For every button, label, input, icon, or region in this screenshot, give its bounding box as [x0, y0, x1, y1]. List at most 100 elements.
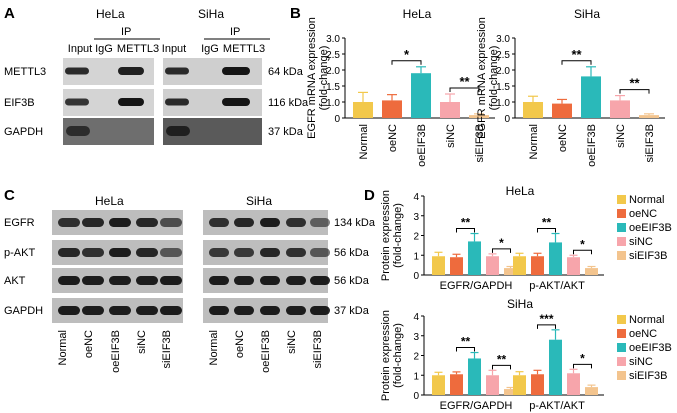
panel-d-bar [468, 241, 481, 275]
blot-band [82, 218, 104, 227]
panel-d-sig-bracket [456, 347, 475, 352]
panel-c-siha-lane-label: oeNC [234, 330, 246, 358]
panel-c-row-label: GAPDH [4, 305, 43, 317]
panel-d-y-tick-label: 0 [413, 391, 419, 402]
panel-a-siha-lane-label: IgG [201, 43, 219, 55]
panel-d-legend-swatch [617, 371, 626, 380]
blot-band [209, 276, 229, 285]
panel-b-x-tick-label: siNC [615, 124, 627, 148]
panel-d-bar [432, 375, 445, 395]
blot-band [58, 248, 80, 257]
panel-d-sig-bracket [537, 228, 556, 233]
panel-d-legend-label: siNC [629, 236, 653, 248]
blot-band [260, 248, 280, 257]
panel-b-y-tick-label: 2.5 [496, 50, 510, 61]
panel-d-bar [504, 389, 517, 395]
panel-c-hela-lane-label: siEIF3B [161, 330, 173, 369]
blot-band [58, 276, 80, 285]
panel-d-y-tick-label: 2 [413, 352, 419, 363]
panel-d-legend-label: siEIF3B [629, 250, 668, 262]
panel-b-sig-mark: * [404, 47, 410, 62]
blot-band [260, 276, 280, 285]
panel-c-hela-lane-label: oeEIF3B [110, 330, 122, 373]
panel-d-y-tick-label: 3 [413, 212, 419, 223]
panel-b-sig-bracket [391, 60, 422, 65]
panel-d-sig-mark: * [580, 237, 585, 251]
panel-c-hela-lane-label: Normal [57, 330, 69, 365]
panel-d-sig-bracket [456, 228, 475, 233]
panel-c-siha-lane-label: oeEIF3B [260, 330, 272, 373]
panel-d-y-tick-label: 4 [413, 312, 419, 323]
blot-band [286, 218, 306, 227]
panel-d-legend-label: Normal [629, 194, 664, 206]
panel-d-bar [549, 242, 562, 275]
blot-band [234, 218, 254, 227]
panel-b-x-tick-label: oeNC [557, 124, 569, 152]
panel-b-sig-bracket [561, 60, 592, 65]
blot-band [82, 276, 104, 285]
panel-d-sig-mark: ** [542, 216, 552, 230]
panel-d-chart-title: SiHa [507, 297, 533, 311]
panel-b-y-tick-label: 0 [334, 114, 340, 125]
panel-b-x-tick-label: oeNC [387, 124, 399, 152]
blot-band [136, 276, 158, 285]
blot-band [286, 248, 306, 257]
panel-d-legend-label: oeEIF3B [629, 342, 672, 354]
panel-d-sig-bracket [573, 249, 592, 255]
panel-d-bar [567, 257, 580, 275]
blot-band [109, 306, 131, 315]
panel-d-sig-mark: ** [497, 352, 507, 366]
panel-d-bar [567, 373, 580, 395]
panel-b-bar [610, 100, 630, 118]
blot-band [136, 248, 158, 257]
panel-d-bar [549, 339, 562, 395]
blot-band [222, 67, 250, 75]
panel-a-row-label: METTL3 [4, 66, 46, 78]
panel-d-sig-bracket [573, 363, 592, 369]
panel-b-y-tick-label: 0 [504, 114, 510, 125]
panel-c-siha-lane-label: Normal [208, 330, 220, 365]
panel-d-bar [468, 358, 481, 395]
blot-band [109, 218, 131, 227]
panel-b-x-tick-label: siEIF3B [474, 124, 486, 163]
blot-band [118, 98, 144, 106]
panel-b-bar [469, 115, 489, 118]
panel-a-row-label: GAPDH [4, 126, 43, 138]
panel-d-legend-label: oeNC [629, 328, 657, 340]
panel-b-sig-bracket [449, 87, 480, 92]
panel-c-size-label: 56 kDa [334, 275, 370, 287]
panel-a-row-label: EIF3B [4, 97, 35, 109]
panel-d-group-label: EGFR/GAPDH [440, 280, 513, 292]
panel-d-legend-swatch [617, 357, 626, 366]
blot-band [165, 67, 189, 75]
blot-band [209, 218, 229, 227]
panel-b-y-tick-label: 2.0 [326, 66, 340, 77]
panel-d-bar [504, 268, 517, 275]
panel-d-y-tick-label: 2 [413, 232, 419, 243]
panel-d-bar [486, 256, 499, 275]
panel-d-legend-label: Normal [629, 314, 664, 326]
panel-b-chart-title: SiHa [574, 7, 600, 21]
panel-d-bar [432, 256, 445, 275]
panel-d-bar [513, 375, 526, 395]
panel-d-bar [531, 374, 544, 395]
panel-d-legend-swatch [617, 195, 626, 204]
panel-b-y-tick-label: 3.0 [326, 34, 340, 45]
blot-band [58, 306, 80, 315]
panel-b-bar [411, 73, 431, 118]
panel-d-bar [585, 268, 598, 275]
panel-d-y-tick-label: 4 [413, 192, 419, 203]
panel-a-hela-lane-label: IgG [95, 43, 113, 55]
panel-d-sig-bracket [492, 248, 511, 253]
blot-band [165, 98, 189, 106]
panel-d-bar [513, 256, 526, 275]
panel-c-size-label: 134 kDa [334, 217, 376, 229]
blot-band [286, 276, 306, 285]
panel-d-group-label: EGFR/GAPDH [440, 400, 513, 412]
blot-band [310, 276, 330, 285]
panel-c-siha-lane-label: siEIF3B [312, 330, 324, 369]
panel-b-y-tick-label: 1.0 [326, 98, 340, 109]
blot-band [136, 306, 158, 315]
panel-d-sig-bracket [492, 364, 511, 370]
panel-b-x-tick-label: Normal [358, 124, 370, 159]
